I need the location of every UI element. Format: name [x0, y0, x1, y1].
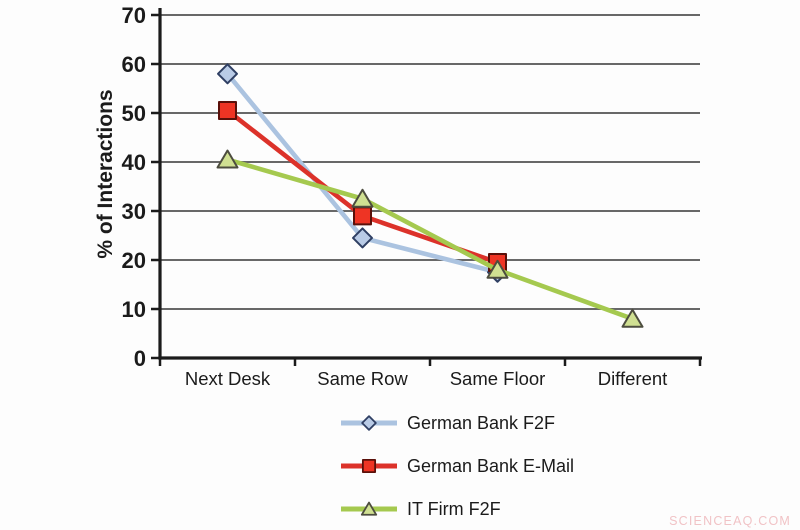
x-category-label: Different	[598, 368, 668, 389]
series-marker-1	[218, 101, 237, 121]
x-category-label: Same Floor	[450, 368, 546, 389]
x-category-label: Same Row	[317, 368, 408, 389]
y-tick-label: 50	[122, 101, 146, 126]
watermark: SCIENCEAQ.COM	[669, 514, 791, 528]
y-tick-label: 30	[122, 199, 146, 224]
legend-label: IT Firm F2F	[407, 499, 501, 519]
series-marker-2	[216, 149, 239, 169]
legend: German Bank F2F German Bank E-Mail IT Firm…	[340, 411, 574, 521]
legend-item: IT Firm F2F	[340, 497, 574, 521]
series-marker-1	[353, 206, 372, 226]
legend-marker-sample	[361, 415, 377, 431]
y-tick-label: 0	[134, 346, 146, 371]
series-marker-2	[621, 308, 644, 328]
legend-square-icon	[341, 458, 397, 474]
legend-item: German Bank F2F	[340, 411, 574, 435]
series-marker-0	[352, 227, 373, 249]
x-category-label: Next Desk	[185, 368, 271, 389]
series-marker-2	[351, 188, 374, 208]
y-tick-label: 60	[122, 52, 146, 77]
y-tick-label: 20	[122, 248, 146, 273]
y-tick-label: 70	[122, 3, 146, 28]
legend-marker-sample	[360, 501, 378, 516]
series-line-2	[226, 157, 634, 321]
legend-diamond-icon	[341, 415, 397, 431]
series-marker-2	[486, 259, 509, 279]
line-chart-plot: 0 10 20 30 40 50 60 70 Next Desk Same Row Same Flo…	[122, 3, 702, 389]
series-marker-0	[217, 63, 238, 85]
legend-item: German Bank E-Mail	[340, 454, 574, 478]
y-tick-label: 40	[122, 150, 146, 175]
y-tick-label: 10	[122, 297, 146, 322]
legend-label: German Bank F2F	[407, 413, 556, 433]
legend-triangle-icon	[341, 501, 397, 516]
legend-marker-sample	[361, 458, 377, 474]
legend-label: German Bank E-Mail	[407, 456, 575, 476]
